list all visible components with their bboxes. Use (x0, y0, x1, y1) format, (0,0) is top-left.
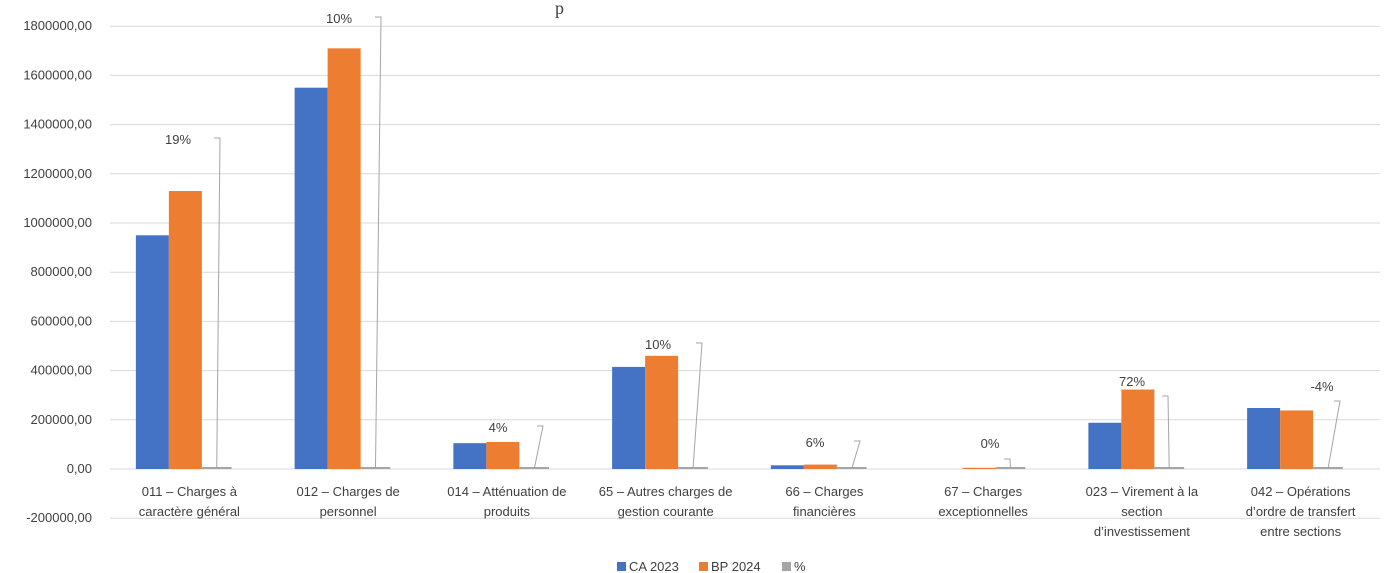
category-label: 011 – Charges à (142, 484, 238, 499)
pct-leader-line (692, 342, 703, 470)
bar-ca2023 (1088, 422, 1122, 469)
bar-bp2024 (327, 48, 361, 470)
pct-data-label: 10% (645, 337, 671, 352)
pct-data-label: 6% (806, 435, 825, 450)
y-tick-label: 0,00 (67, 461, 92, 476)
bar-ca2023 (770, 465, 804, 469)
bar-bp2024 (168, 191, 202, 469)
category-label: exceptionnelles (938, 504, 1028, 519)
category-label: caractère général (139, 504, 240, 519)
y-tick-label: 1400000,00 (23, 117, 92, 132)
legend-label: % (794, 559, 806, 573)
category-label: d’ordre de transfert (1246, 504, 1356, 519)
category-label: 65 – Autres charges de (599, 484, 733, 499)
y-tick-label: 800000,00 (31, 264, 92, 279)
chart-title-fragment: p (555, 0, 564, 18)
pct-data-label: 0% (981, 436, 1000, 451)
bar-ca2023 (1247, 407, 1281, 469)
category-label: 67 – Charges (944, 484, 1023, 499)
bar-ca2023 (294, 87, 328, 469)
bar-bp2024 (645, 355, 679, 469)
category-label: section (1121, 504, 1162, 519)
category-label: gestion courante (618, 504, 714, 519)
pct-data-label: -4% (1310, 379, 1334, 394)
category-label: 66 – Charges (785, 484, 864, 499)
legend-label: CA 2023 (629, 559, 679, 573)
legend-swatch (699, 562, 708, 571)
category-label: produits (484, 504, 531, 519)
pct-leader-line (374, 16, 382, 470)
category-label: 012 – Charges de (296, 484, 399, 499)
category-label: entre sections (1260, 524, 1341, 539)
bar-ca2023 (135, 235, 169, 469)
pct-leader-line (851, 440, 861, 470)
bar-bp2024 (486, 441, 520, 469)
legend: CA 2023 BP 2024% (617, 559, 806, 573)
pct-leader-line (1162, 395, 1170, 470)
pct-leader-line (533, 425, 544, 470)
category-label: 014 – Atténuation de (447, 484, 566, 499)
leader-lines (214, 16, 1341, 470)
bars (135, 48, 1343, 470)
y-tick-label: 400000,00 (31, 363, 92, 378)
bar-bp2024 (962, 467, 996, 469)
y-tick-label: 200000,00 (31, 412, 92, 427)
y-tick-label: 1800000,00 (23, 18, 92, 33)
category-label: personnel (320, 504, 377, 519)
bar-ca2023 (453, 443, 487, 469)
y-tick-label: 1600000,00 (23, 67, 92, 82)
bar-bp2024 (1280, 410, 1314, 469)
category-label: financières (793, 504, 856, 519)
category-label: d’investissement (1094, 524, 1190, 539)
pct-leader-line (214, 137, 221, 470)
y-axis-ticks: 1800000,00 1600000,00 1400000,00 1200000,00… (23, 18, 92, 525)
data-labels: 19% 10% 4% 10% 6% 0% 72% -4% (165, 11, 1334, 451)
pct-leader-line (1327, 400, 1341, 470)
pct-data-label: 19% (165, 132, 191, 147)
legend-label: BP 2024 (711, 559, 761, 573)
category-label: 023 – Virement à la (1086, 484, 1199, 499)
pct-leader-line (1004, 458, 1011, 470)
category-label: 042 – Opérations (1251, 484, 1351, 499)
y-tick-label: -200000,00 (26, 510, 92, 525)
bar-bp2024 (803, 464, 837, 469)
bar-bp2024 (1121, 389, 1155, 469)
y-tick-label: 1000000,00 (23, 215, 92, 230)
pct-data-label: 72% (1119, 374, 1145, 389)
pct-data-label: 10% (326, 11, 352, 26)
bar-ca2023 (612, 366, 646, 469)
y-tick-label: 1200000,00 (23, 166, 92, 181)
legend-swatch (782, 562, 791, 571)
legend-swatch (617, 562, 626, 571)
category-labels: 011 – Charges à caractère général 012 – Ch… (139, 484, 1356, 539)
y-tick-label: 600000,00 (31, 313, 92, 328)
pct-data-label: 4% (489, 420, 508, 435)
